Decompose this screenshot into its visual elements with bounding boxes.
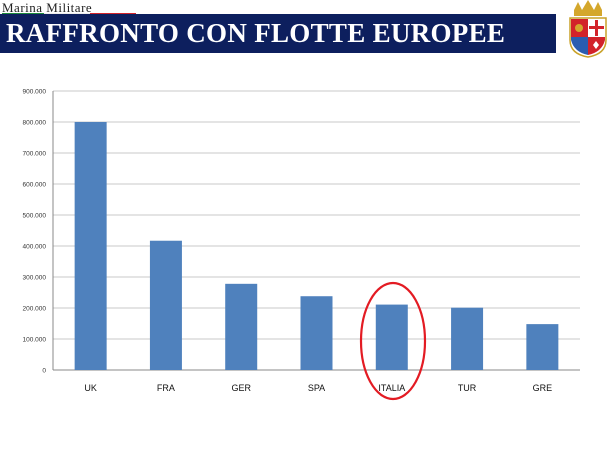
y-tick-label: 100.000 bbox=[23, 337, 47, 344]
italia-highlight-ring bbox=[359, 281, 427, 401]
bar-uk bbox=[74, 122, 107, 370]
bar-fra bbox=[149, 240, 182, 370]
logo-text: Marina Militare bbox=[2, 0, 93, 15]
y-tick-label: 800.000 bbox=[23, 120, 47, 127]
x-tick-label: FRA bbox=[157, 383, 175, 393]
navy-crest-icon bbox=[569, 0, 607, 58]
bar-ger bbox=[225, 283, 258, 370]
fleet-comparison-bar-chart: 0 100.000 200.000 300.000 400.000 500.000 600.… bbox=[23, 89, 580, 401]
title-bar: RAFFRONTO CON FLOTTE EUROPEE bbox=[0, 14, 556, 53]
x-tick-label: GER bbox=[231, 383, 251, 393]
y-tick-label: 700.000 bbox=[23, 151, 47, 158]
x-tick-label: ITALIA bbox=[378, 383, 405, 393]
x-tick-label: UK bbox=[84, 383, 97, 393]
x-tick-label: TUR bbox=[458, 383, 477, 393]
y-tick-label: 400.000 bbox=[23, 244, 47, 251]
bar-tur bbox=[451, 307, 484, 370]
bar-gre bbox=[526, 324, 559, 370]
y-tick-label: 300.000 bbox=[23, 275, 47, 282]
y-tick-label: 900.000 bbox=[23, 89, 47, 96]
y-tick-label: 500.000 bbox=[23, 213, 47, 220]
y-tick-label: 0 bbox=[42, 368, 46, 375]
bar-italia bbox=[375, 304, 408, 370]
x-tick-label: SPA bbox=[308, 383, 325, 393]
page-title: RAFFRONTO CON FLOTTE EUROPEE bbox=[6, 18, 506, 48]
x-tick-label: GRE bbox=[533, 383, 553, 393]
y-tick-label: 200.000 bbox=[23, 306, 47, 313]
bar-spa bbox=[300, 296, 333, 370]
y-tick-label: 600.000 bbox=[23, 182, 47, 189]
